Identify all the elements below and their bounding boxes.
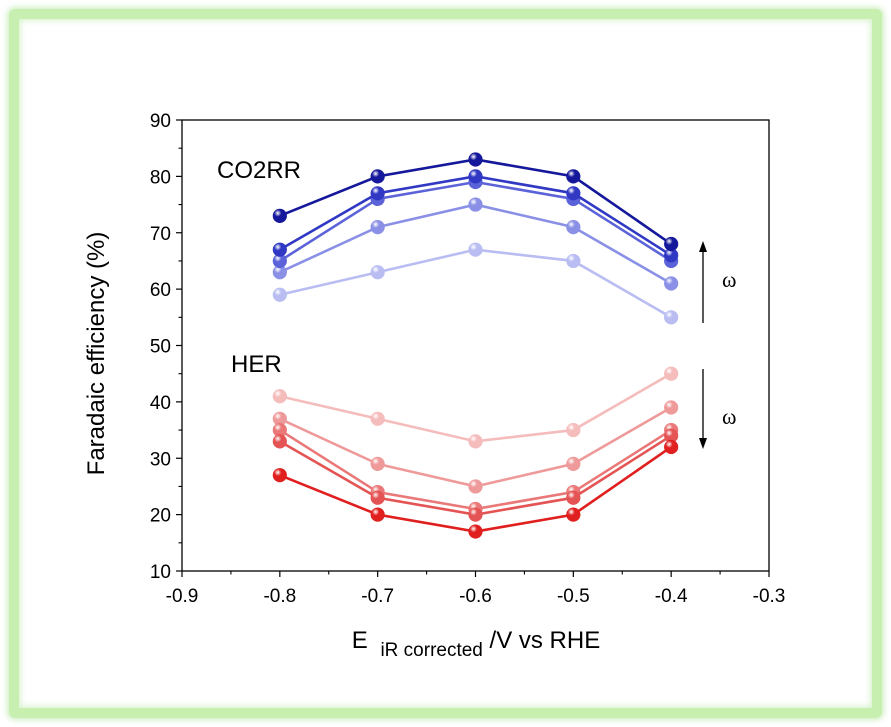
data-point	[664, 400, 679, 415]
data-point	[468, 507, 483, 522]
y-tick-label: 80	[150, 167, 171, 188]
data-point	[664, 310, 679, 325]
y-tick-label: 30	[150, 449, 171, 470]
y-tick-label: 70	[150, 224, 171, 245]
data-point	[566, 507, 581, 522]
y-tick-label: 20	[150, 506, 171, 527]
x-tick-label: -0.4	[655, 586, 688, 607]
series-line	[279, 248, 672, 319]
data-point	[370, 169, 385, 184]
data-point	[272, 208, 287, 223]
data-point	[468, 479, 483, 494]
y-tick-label: 40	[150, 393, 171, 414]
data-point	[566, 456, 581, 471]
data-point	[468, 152, 483, 167]
arrow-down-head	[699, 438, 707, 449]
data-point	[566, 186, 581, 201]
data-point	[370, 490, 385, 505]
x-axis-title-main: E	[352, 627, 368, 654]
data-point	[566, 169, 581, 184]
figure-frame	[9, 9, 882, 718]
axes: -0.9 -0.8 -0.7 -0.6 -0.5 -0.4 -0.3 10 20 30 40 50 60…	[150, 111, 786, 607]
data-point	[468, 242, 483, 257]
y-tick-label: 90	[150, 111, 171, 132]
y-tick-label: 10	[150, 562, 171, 583]
data-point	[370, 411, 385, 426]
omega-down-label: ω	[722, 404, 736, 429]
data-point	[272, 287, 287, 302]
data-point	[468, 197, 483, 212]
data-point	[370, 456, 385, 471]
x-tick-label: -0.8	[263, 586, 296, 607]
data-point	[272, 434, 287, 449]
data-point	[370, 265, 385, 280]
series-line	[279, 372, 672, 443]
data-point	[370, 507, 385, 522]
data-point	[272, 389, 287, 404]
co2rr-label: CO2RR	[217, 157, 301, 184]
data-point	[664, 236, 679, 252]
x-axis-title: E iR corrected /V vs RHE	[352, 627, 600, 662]
data-point	[272, 242, 287, 257]
x-tick-label: -0.5	[557, 586, 590, 607]
x-tick-label: -0.7	[361, 586, 394, 607]
annotations: CO2RR HER ω ω	[217, 157, 736, 449]
data-point	[272, 468, 287, 483]
data-point	[370, 186, 385, 201]
data-point	[566, 253, 581, 269]
data-point	[468, 169, 483, 184]
x-tick-label: -0.6	[459, 586, 492, 607]
data-point	[664, 276, 679, 291]
arrow-up-head	[699, 241, 707, 252]
x-tick-label: -0.3	[753, 586, 786, 607]
y-axis-title: Faradaic efficiency (%)	[83, 232, 110, 476]
data-point	[664, 366, 679, 381]
data-point	[566, 490, 581, 505]
her-label: HER	[231, 351, 282, 378]
x-axis-title-subscript: iR corrected	[380, 640, 482, 661]
y-tick-label: 50	[150, 337, 171, 358]
x-axis-title-rest: /V vs RHE	[490, 627, 601, 654]
series-layer	[272, 152, 679, 539]
data-point	[370, 220, 385, 235]
data-point	[566, 422, 581, 438]
data-point	[664, 439, 679, 455]
data-point	[566, 220, 581, 235]
x-tick-label: -0.9	[166, 586, 199, 607]
data-point	[468, 434, 483, 449]
omega-up-label: ω	[722, 267, 736, 292]
y-tick-label: 60	[150, 280, 171, 301]
data-point	[468, 524, 483, 539]
